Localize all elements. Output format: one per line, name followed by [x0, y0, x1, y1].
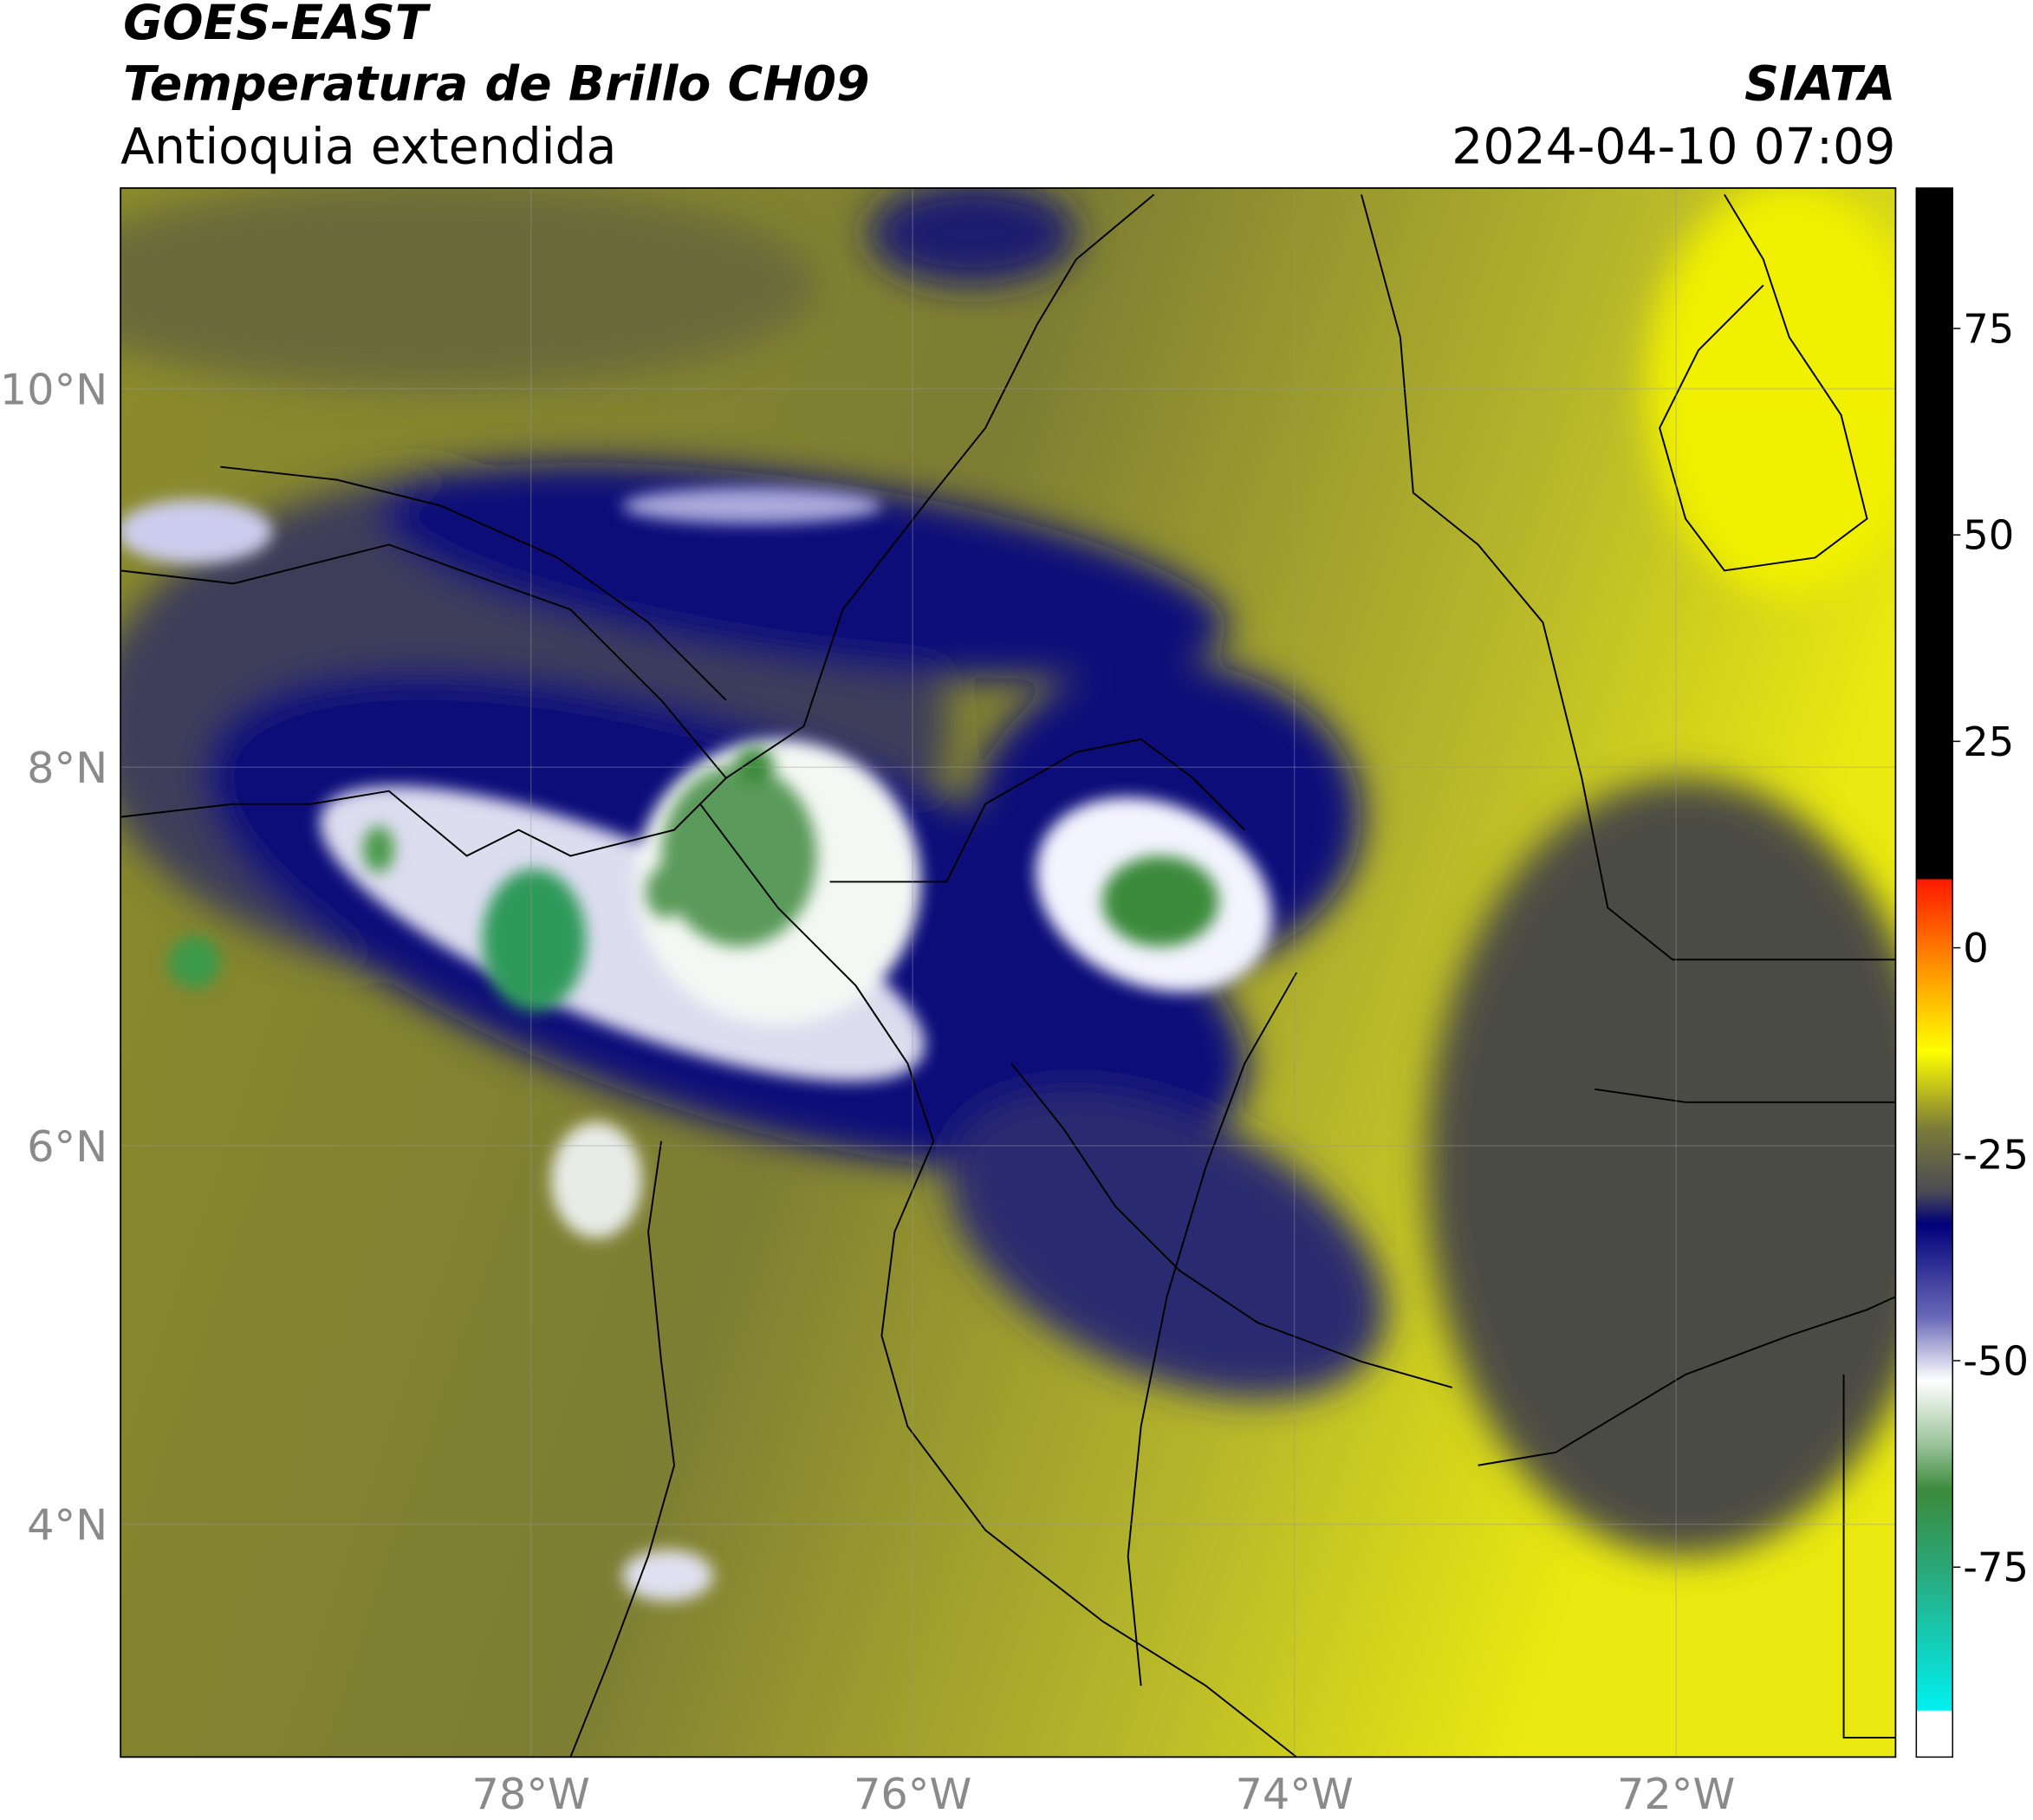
region: Antioquia extendida — [120, 119, 616, 176]
y-tick-label: 4°N — [27, 1500, 107, 1550]
y-tick-label: 8°N — [27, 743, 107, 793]
x-tick-label: 74°W — [1235, 1769, 1353, 1819]
colorbar-tick-label: -25 — [1963, 1131, 2029, 1178]
colorbar-tick-label: -75 — [1963, 1544, 2029, 1591]
y-tick-label: 6°N — [27, 1121, 107, 1172]
subtitle: Temperatura de Brillo CH09 — [123, 56, 869, 112]
colorbar-tick-label: 25 — [1963, 718, 2014, 765]
date: 2024-04-10 07:09 — [1452, 119, 1895, 176]
x-tick-label: 76°W — [854, 1769, 971, 1819]
colorbar-tick-label: -50 — [1963, 1337, 2029, 1384]
y-tick-label: 10°N — [0, 364, 107, 414]
colorbar-tick-label: 75 — [1963, 305, 2014, 352]
grid — [120, 188, 1896, 1758]
colorbar — [1915, 187, 1953, 1758]
colorbar-tick-label: 0 — [1963, 925, 1989, 972]
colorbar-tick-label: 50 — [1963, 512, 2014, 559]
borders — [120, 193, 1896, 1758]
map-frame — [120, 187, 1897, 1758]
title: GOES-EAST — [123, 0, 432, 51]
x-tick-label: 78°W — [472, 1769, 590, 1819]
source: SIATA — [1744, 56, 1895, 112]
x-tick-label: 72°W — [1617, 1769, 1735, 1819]
map-image — [120, 188, 1896, 1758]
